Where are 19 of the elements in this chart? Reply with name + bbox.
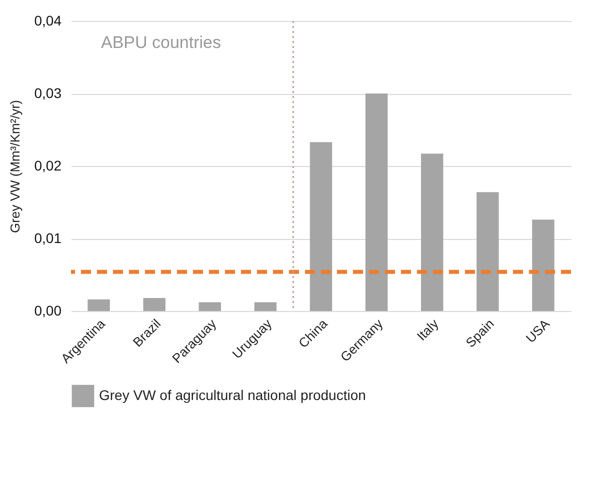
bar [198, 302, 221, 311]
bar [88, 299, 110, 311]
bar [310, 142, 332, 311]
x-tick-label: Italy [414, 316, 442, 344]
bar [254, 302, 277, 311]
y-tick-label: 0,02 [34, 158, 62, 174]
bar [476, 192, 499, 311]
bar [365, 94, 388, 311]
bar [421, 154, 444, 311]
bar [143, 298, 166, 311]
y-tick-label: 0,04 [34, 12, 62, 28]
annotation: ABPU countries [101, 33, 221, 52]
y-axis-title: Grey VW (Mm³/Km²/yr) [7, 100, 22, 233]
y-tick-label: 0,00 [34, 302, 62, 318]
bar [532, 220, 554, 311]
y-tick-label: 0,03 [34, 85, 62, 101]
legend-label: Grey VW of agricultural national production [99, 387, 366, 403]
y-tick-label: 0,01 [34, 230, 62, 246]
x-tick-label: USA [522, 316, 553, 346]
